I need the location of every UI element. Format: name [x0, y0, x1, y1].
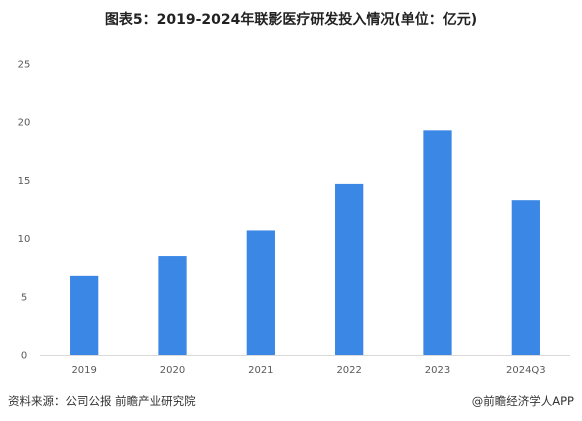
y-axis-ticks: 0 5 10 15 20 25: [18, 60, 31, 362]
bar-2024Q3: [511, 200, 540, 355]
y-tick-label: 15: [18, 176, 31, 187]
bar-2019: [70, 275, 99, 355]
x-axis-ticks: 2019 2020 2021 2022 2023 2024Q3: [71, 365, 545, 376]
bar-2022: [335, 183, 364, 355]
x-tick-label: 2022: [336, 365, 361, 376]
x-tick-label: 2024Q3: [506, 365, 546, 376]
x-tick-label: 2020: [160, 365, 185, 376]
source-note: 资料来源：公司公报 前瞻产业研究院: [8, 394, 196, 408]
x-tick-label: 2023: [425, 365, 450, 376]
y-tick-label: 20: [18, 118, 31, 129]
brand-credit: @前瞻经济学人APP: [471, 394, 574, 408]
bar-2021: [246, 230, 275, 355]
chart-title: 图表5：2019-2024年联影医疗研发投入情况(单位：亿元): [104, 12, 478, 28]
x-tick-label: 2019: [71, 365, 96, 376]
x-tick-label: 2021: [248, 365, 273, 376]
bar-2020: [158, 256, 187, 355]
bars: [70, 130, 540, 355]
y-tick-label: 10: [18, 234, 31, 245]
bar-2023: [423, 130, 452, 355]
y-tick-label: 5: [21, 292, 27, 303]
y-tick-label: 0: [21, 351, 27, 362]
y-tick-label: 25: [18, 60, 31, 71]
